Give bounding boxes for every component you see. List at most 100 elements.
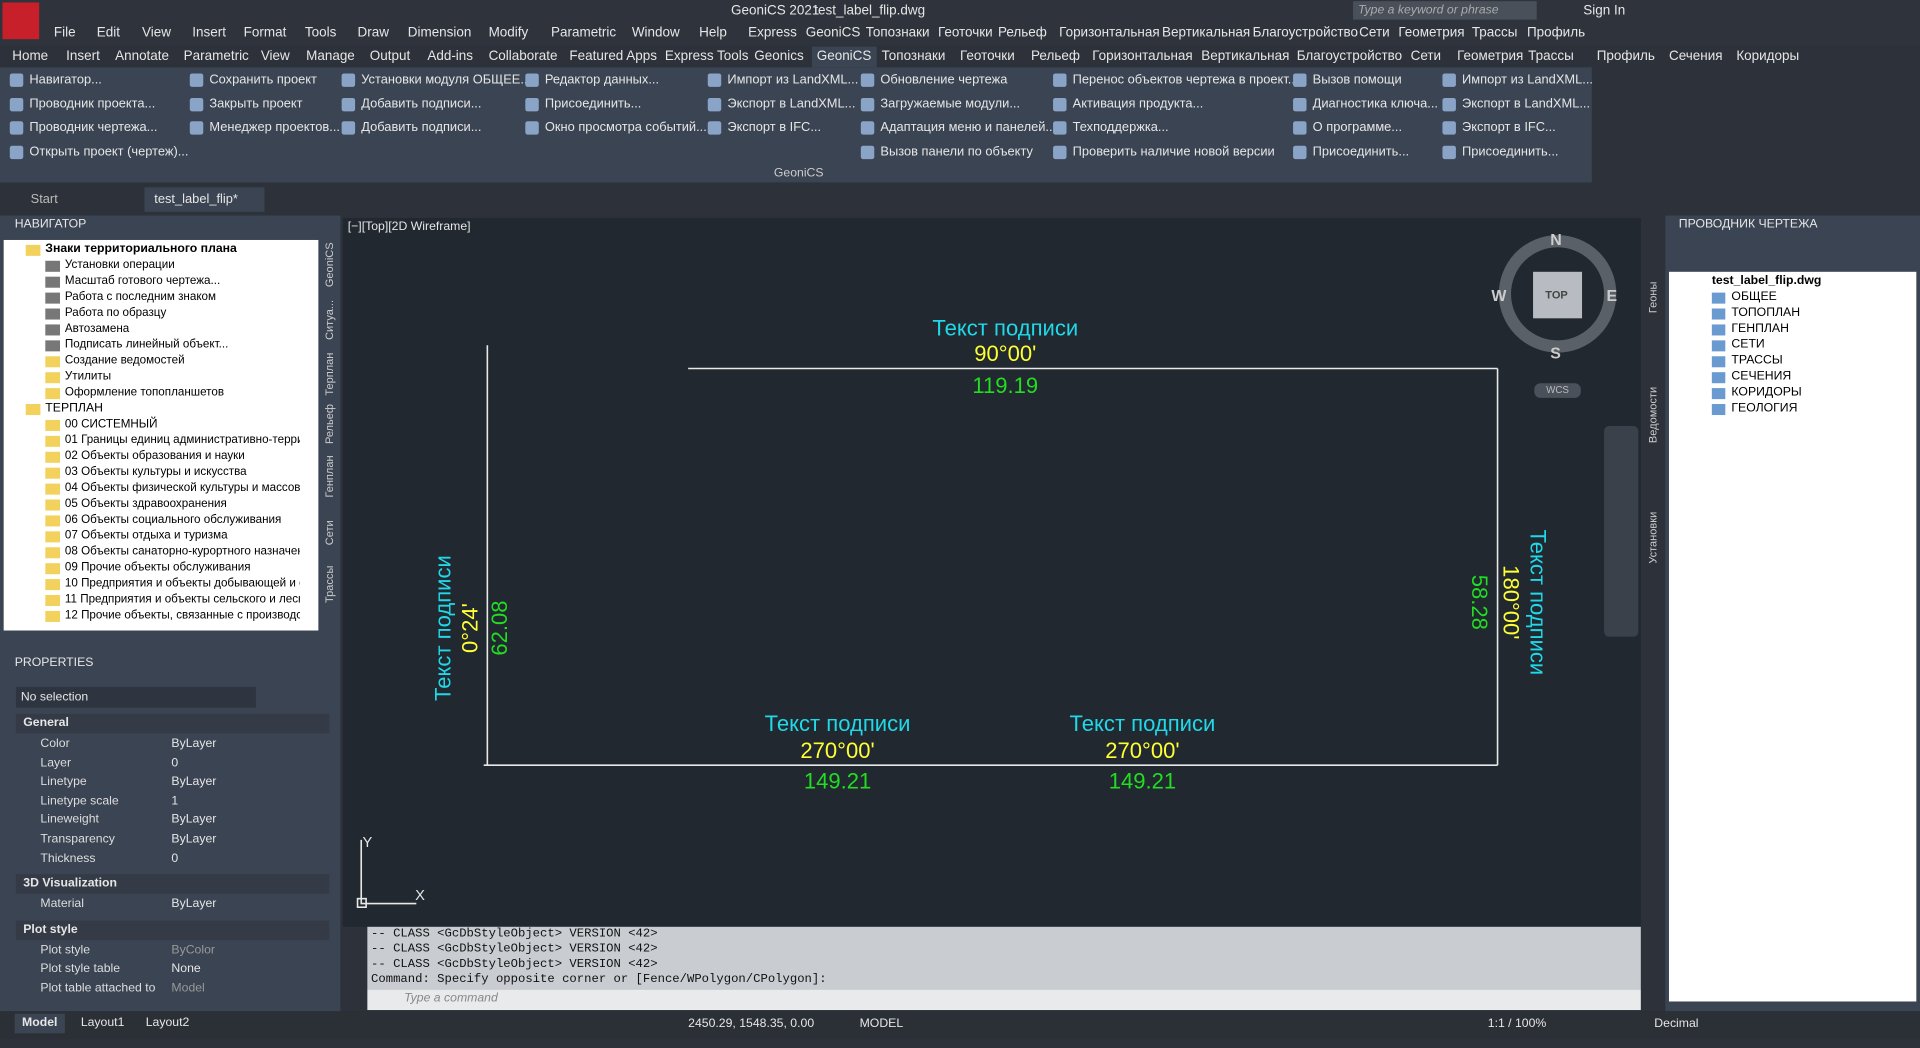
ribbon-button[interactable]: Сохранить проект	[209, 72, 317, 87]
side-tab[interactable]: Ситуа...	[323, 299, 336, 340]
side-tab[interactable]: Геоны	[1646, 281, 1660, 314]
search-box[interactable]: Type a keyword or phrase	[1353, 1, 1537, 20]
nav-bar[interactable]	[1604, 426, 1639, 637]
ribbon-button[interactable]: Добавить подписи...	[361, 119, 482, 135]
tree-node[interactable]: 08 Объекты санаторно-курортного назначен…	[64, 544, 301, 559]
menu-item[interactable]: Tools	[304, 25, 337, 41]
view-cube[interactable]	[1533, 271, 1583, 319]
ribbon-tab[interactable]: Collaborate	[488, 48, 558, 64]
tree-node[interactable]: Автозамена	[64, 321, 130, 336]
status-units[interactable]: Decimal	[1654, 1017, 1699, 1031]
tree-root[interactable]: test_label_flip.dwg	[1711, 274, 1822, 288]
tree-node[interactable]: Знаки территориального плана	[45, 242, 237, 256]
command-input[interactable]	[367, 989, 1641, 1011]
section-header[interactable]: Plot style	[15, 920, 330, 941]
tree-node[interactable]: ГЕНПЛАН	[1731, 321, 1789, 336]
menu-item[interactable]: Топознаки	[865, 25, 930, 41]
menu-item[interactable]: Геометрия	[1398, 25, 1465, 41]
side-tab[interactable]: Ведомости	[1646, 386, 1660, 444]
ribbon-button[interactable]: Вызов помощи	[1312, 72, 1402, 87]
tree-node[interactable]: СЕЧЕНИЯ	[1731, 369, 1792, 384]
ribbon-button[interactable]: Закрыть проект	[209, 96, 303, 112]
selection-dropdown[interactable]: No selection	[15, 686, 256, 708]
side-tab[interactable]: Рельеф	[323, 404, 336, 445]
layout-tab[interactable]: Layout2	[145, 1016, 190, 1030]
menu-item[interactable]: Modify	[488, 25, 529, 41]
ribbon-tab[interactable]: Manage	[306, 48, 355, 64]
side-tab[interactable]: Сети	[323, 520, 336, 546]
menu-item[interactable]: Window	[631, 25, 680, 41]
ribbon-button[interactable]: Активация продукта...	[1072, 96, 1204, 112]
ribbon-button[interactable]: Менеджер проектов...	[209, 119, 340, 135]
ribbon-button[interactable]: Проводник чертежа...	[29, 119, 158, 135]
tree-node[interactable]: Установки операции	[64, 258, 175, 272]
menu-item[interactable]: Format	[243, 25, 287, 41]
ribbon-button[interactable]: Импорт из LandXML...	[1462, 72, 1593, 87]
menu-item[interactable]: Геоточки	[937, 25, 993, 41]
ribbon-button[interactable]: Присоединить...	[544, 96, 642, 112]
tree-node[interactable]: Создание ведомостей	[64, 353, 185, 368]
menu-item[interactable]: Parametric	[551, 25, 617, 41]
tree-node[interactable]: 03 Объекты культуры и искусства	[64, 465, 247, 479]
ribbon-tab[interactable]: Рельеф	[1031, 48, 1080, 64]
tree-node[interactable]: 00 СИСТЕМНЫЙ	[64, 417, 158, 431]
tree-node[interactable]: 01 Границы единиц административно-террит…	[64, 433, 301, 447]
ribbon-button[interactable]: Добавить подписи...	[361, 96, 482, 112]
menu-item[interactable]: Edit	[96, 25, 120, 41]
menu-item[interactable]: Горизонтальная	[1059, 25, 1160, 41]
ribbon-tab[interactable]: Сети	[1410, 48, 1442, 64]
ribbon-button[interactable]: Адаптация меню и панелей...	[880, 119, 1057, 135]
tree-node[interactable]: ТЕРПЛАН	[45, 401, 103, 416]
menu-item[interactable]: Вертикальная	[1162, 25, 1251, 41]
ribbon-tab[interactable]: Сечения	[1668, 48, 1723, 64]
ribbon-button[interactable]: Проверить наличие новой версии	[1072, 144, 1275, 160]
view-cube-top[interactable]: TOP	[1545, 288, 1568, 302]
ribbon-tab[interactable]: Вертикальная	[1201, 48, 1290, 64]
tree-node[interactable]: 09 Прочие объекты обслуживания	[64, 560, 251, 575]
section-header[interactable]: General	[15, 713, 330, 734]
ribbon-button[interactable]: Экспорт в LandXML...	[727, 96, 856, 112]
menu-item[interactable]: File	[53, 25, 76, 41]
tree-node[interactable]: КОРИДОРЫ	[1731, 385, 1802, 400]
doc-tab[interactable]: test_label_flip*	[144, 187, 265, 212]
section-header[interactable]: 3D Visualization	[15, 874, 330, 894]
tree-node[interactable]: Работа с последним знаком	[64, 290, 217, 304]
ribbon-tab[interactable]: Express Tools	[664, 48, 749, 64]
menu-item[interactable]: GeoniCS	[805, 25, 861, 41]
ribbon-tab[interactable]: Home	[12, 48, 49, 64]
tree-node[interactable]: 07 Объекты отдыха и туризма	[64, 528, 228, 543]
ribbon-button[interactable]: Редактор данных...	[544, 72, 660, 87]
tree-node[interactable]: 11 Предприятия и объекты сельского и лес…	[64, 592, 301, 607]
ribbon-tab[interactable]: Геоточки	[960, 48, 1015, 64]
layout-tab[interactable]: Model	[14, 1013, 65, 1034]
ribbon-tab[interactable]: Топознаки	[881, 48, 946, 64]
side-tab[interactable]: Трассы	[323, 565, 336, 603]
ribbon-tab[interactable]: Featured Apps	[569, 48, 658, 64]
menu-item[interactable]: Рельеф	[997, 25, 1047, 41]
ribbon-button[interactable]: Загружаемые модули...	[880, 96, 1021, 112]
menu-item[interactable]: Трассы	[1471, 25, 1518, 41]
ribbon-tab[interactable]: View	[260, 48, 290, 64]
status-space[interactable]: MODEL	[859, 1017, 904, 1031]
ribbon-button[interactable]: Присоединить...	[1462, 144, 1559, 160]
ribbon-button[interactable]: Импорт из LandXML...	[727, 72, 859, 87]
ribbon-tab[interactable]: GeoniCS	[811, 46, 877, 68]
tree-node[interactable]: Масштаб готового чертежа...	[64, 274, 221, 288]
ribbon-tab[interactable]: Annotate	[115, 48, 170, 64]
wcs-menu[interactable]: WCS	[1534, 383, 1581, 398]
app-logo[interactable]	[2, 2, 40, 40]
ribbon-tab[interactable]: Geonics	[754, 48, 804, 64]
side-tab[interactable]: Генплан	[323, 455, 336, 498]
ribbon-button[interactable]: Экспорт в IFC...	[1462, 119, 1556, 135]
tree-node[interactable]: Оформление топопланшетов	[64, 385, 225, 400]
layout-tab[interactable]: Layout1	[80, 1016, 125, 1030]
ribbon-button[interactable]: О программе...	[1312, 119, 1403, 135]
ribbon-button[interactable]: Открыть проект (чертеж)...	[29, 144, 189, 160]
ribbon-tab[interactable]: Профиль	[1596, 48, 1655, 64]
tree-node[interactable]: ТРАССЫ	[1731, 353, 1783, 368]
ribbon-button[interactable]: Экспорт в IFC...	[727, 119, 822, 135]
tree-node[interactable]: 04 Объекты физической культуры и массово…	[64, 481, 301, 495]
ribbon-button[interactable]: Обновление чертежа	[880, 72, 1008, 87]
tree-node[interactable]: Работа по образцу	[64, 306, 167, 320]
menu-item[interactable]: View	[142, 25, 172, 41]
